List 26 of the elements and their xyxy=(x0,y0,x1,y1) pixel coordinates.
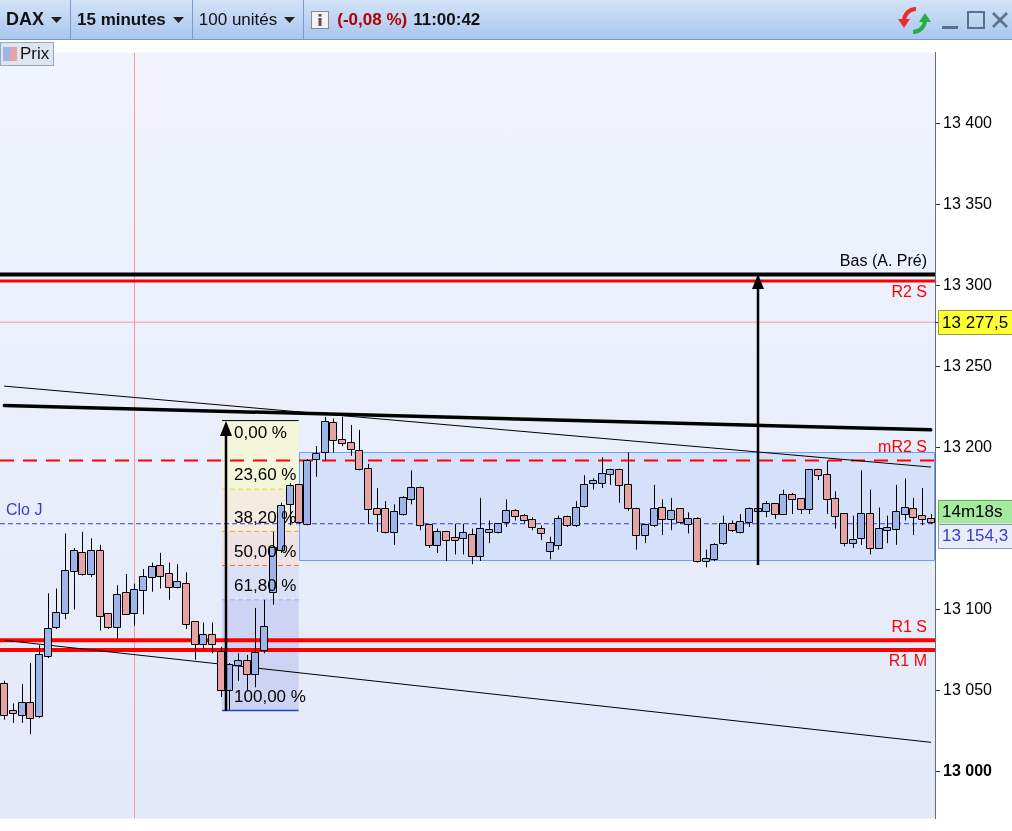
text: 15 minutes xyxy=(77,9,166,30)
annotation: 0,00 % xyxy=(234,422,287,442)
chart-title: DAX xyxy=(6,9,45,30)
text: 14m18s xyxy=(942,502,1003,522)
text: 100 unités xyxy=(198,9,278,30)
legend-label: Prix xyxy=(20,44,50,64)
y-tick-label: 13 250 xyxy=(943,357,993,375)
ref-line-label: R1 S xyxy=(891,617,927,635)
ref-line-label: Clo J xyxy=(6,501,43,519)
text: 11:00:42 xyxy=(413,9,481,30)
ref-line-label: 13 277,5 xyxy=(942,312,1009,332)
text: 13 154,3 xyxy=(942,526,1009,546)
annotation: 100,00 % xyxy=(234,686,306,706)
y-tick-label: 13 050 xyxy=(943,680,993,698)
text: (-0,08 %) xyxy=(337,9,408,30)
ref-line-label: R2 S xyxy=(891,283,927,301)
y-tick-label: 13 000 xyxy=(943,761,993,779)
annotation: 23,60 % xyxy=(234,465,297,485)
ref-line-label: Bas (A. Pré) xyxy=(839,251,927,269)
y-tick-label: 13 300 xyxy=(943,276,993,294)
y-tick-label: 13 100 xyxy=(943,599,993,617)
ref-line-label: mR2 S xyxy=(878,438,927,455)
y-tick-label: 13 200 xyxy=(943,438,993,456)
y-tick-label: 13 400 xyxy=(943,114,993,132)
y-tick-label: 13 350 xyxy=(943,195,993,213)
ref-line-label: R1 M xyxy=(888,652,927,670)
